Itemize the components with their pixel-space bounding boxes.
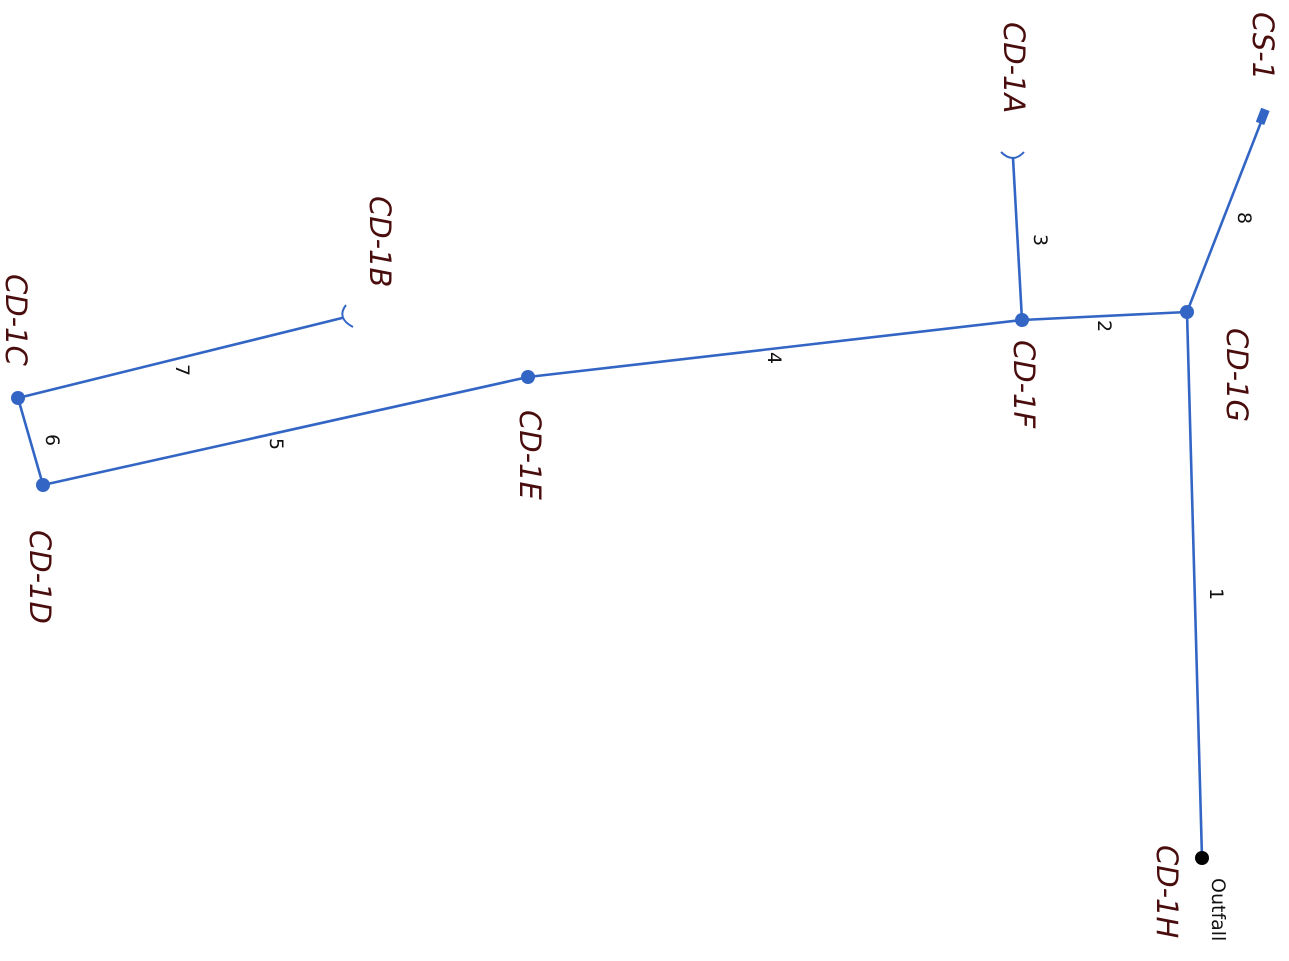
pipe-5[interactable] <box>41 375 530 487</box>
pipe-2[interactable] <box>1020 310 1189 322</box>
pipe-4[interactable] <box>526 318 1024 379</box>
node-dot-cd-1d[interactable] <box>36 478 50 492</box>
pipe-label-1: 1 <box>1205 588 1227 600</box>
pipe-label-5: 5 <box>265 438 287 450</box>
node-dot-cd-1e[interactable] <box>521 370 535 384</box>
pipe-label-4: 4 <box>763 352 785 364</box>
node-label-cd-1a: CD-1A <box>997 22 1031 113</box>
pipe-label-3: 3 <box>1029 234 1051 246</box>
storage-marker-cs-1[interactable] <box>1255 107 1270 125</box>
pipe-label-8: 8 <box>1233 212 1255 224</box>
outfall-label: Outfall <box>1207 878 1229 941</box>
node-label-cd-1d: CD-1D <box>23 530 57 624</box>
inlet-marker-cd-1a[interactable] <box>1000 151 1025 159</box>
pipe-label-6: 6 <box>41 434 63 446</box>
pipe-3[interactable] <box>1011 156 1024 322</box>
pipe-6[interactable] <box>16 396 45 487</box>
pipe-label-2: 2 <box>1093 320 1115 332</box>
node-dot-cd-1g[interactable] <box>1180 305 1194 319</box>
inlet-marker-cd-1b[interactable] <box>341 304 354 328</box>
node-label-cd-1h: CD-1H <box>1150 845 1184 938</box>
node-label-cd-1c: CD-1C <box>0 274 33 366</box>
pipe-label-7: 7 <box>171 364 193 376</box>
node-label-cd-1b: CD-1B <box>363 196 397 287</box>
node-dot-cd-1h-outfall[interactable] <box>1195 851 1209 865</box>
node-label-cd-1f: CD-1F <box>1007 340 1041 429</box>
node-label-cd-1g: CD-1G <box>1220 328 1254 422</box>
node-label-cd-1e: CD-1E <box>513 410 547 500</box>
node-dot-cd-1f[interactable] <box>1015 313 1029 327</box>
pipe-8[interactable] <box>1185 115 1265 314</box>
pipe-7[interactable] <box>16 316 344 400</box>
node-label-cs-1: CS-1 <box>1246 12 1280 80</box>
node-dot-cd-1c[interactable] <box>11 391 25 405</box>
pipe-1[interactable] <box>1185 310 1204 860</box>
